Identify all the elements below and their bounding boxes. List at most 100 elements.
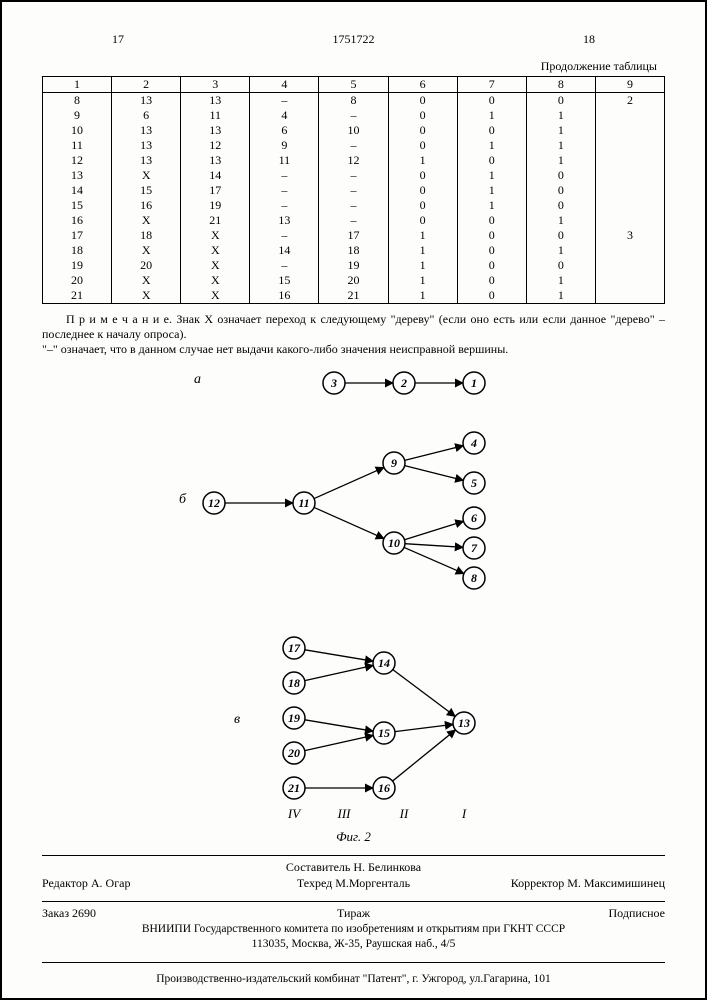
table-cell: 21: [43, 288, 112, 304]
table-header-cell: 8: [526, 77, 595, 93]
page-frame: 17 1751722 18 Продолжение таблицы 123456…: [0, 0, 707, 1000]
table-row: 20XX1520101: [43, 273, 665, 288]
table-cell: 0: [457, 243, 526, 258]
table-cell: 17: [319, 228, 388, 243]
table-cell: –: [250, 198, 319, 213]
diagram-group-label: в: [234, 712, 240, 727]
table-cell: 19: [43, 258, 112, 273]
diagram-edge: [394, 724, 452, 731]
table-cell: 0: [388, 168, 457, 183]
table-cell: 0: [388, 183, 457, 198]
note-line-2: "–" означает, что в данном случае нет вы…: [42, 342, 665, 357]
page-header: 17 1751722 18: [42, 32, 665, 53]
table-cell: 20: [112, 258, 181, 273]
table-cell: 11: [181, 108, 250, 123]
table-row: 96114–011: [43, 108, 665, 123]
zakaz: Заказ 2690: [42, 906, 250, 921]
diagram-node-label: 9: [391, 456, 397, 470]
table-header-row: 123456789: [43, 77, 665, 93]
table-cell: 1: [526, 288, 595, 304]
table-cell: 19: [181, 198, 250, 213]
table-row: 141517––010: [43, 183, 665, 198]
note-line-1: П р и м е ч а н и е. Знак X означает пер…: [42, 312, 665, 341]
table-cell: 11: [43, 138, 112, 153]
table-cell: [595, 153, 664, 168]
table-cell: 14: [43, 183, 112, 198]
table-cell: X: [112, 213, 181, 228]
table-cell: 10: [43, 123, 112, 138]
table-cell: 1: [526, 108, 595, 123]
page-content: 17 1751722 18 Продолжение таблицы 123456…: [42, 32, 665, 968]
table-cell: 0: [388, 213, 457, 228]
figure-caption: Фиг. 2: [42, 829, 665, 845]
publisher-line: Производственно-издательский комбинат "П…: [42, 973, 665, 985]
table-row: 21XX1621101: [43, 288, 665, 304]
diagram-node-label: 19: [288, 711, 300, 725]
sostavitel: Составитель Н. Белинкова: [250, 860, 458, 875]
table-cell: 1: [388, 273, 457, 288]
table-cell: 0: [388, 138, 457, 153]
table-cell: [595, 108, 664, 123]
table-cell: X: [181, 243, 250, 258]
table-cell: X: [112, 168, 181, 183]
table-header-cell: 9: [595, 77, 664, 93]
table-cell: 0: [388, 108, 457, 123]
table-cell: [595, 168, 664, 183]
diagram-edge: [404, 466, 463, 481]
table-cell: 6: [112, 108, 181, 123]
separator-3: [42, 962, 665, 963]
diagram-node-label: 8: [471, 571, 477, 585]
table-cell: 20: [319, 273, 388, 288]
data-table: 123456789 81313–8000296114–0111013136100…: [42, 76, 665, 304]
table-row: 1718X–171003: [43, 228, 665, 243]
table-cell: 1: [457, 168, 526, 183]
table-cell: 8: [43, 93, 112, 109]
table-cell: 0: [457, 213, 526, 228]
diagram-node-label: 12: [208, 496, 220, 510]
diagram-node-label: 13: [458, 716, 470, 730]
table-row: 1113129–011: [43, 138, 665, 153]
table-header-cell: 1: [43, 77, 112, 93]
table-cell: 0: [526, 93, 595, 109]
page-num-left: 17: [112, 32, 124, 47]
table-continuation-label: Продолжение таблицы: [42, 59, 665, 74]
table-cell: X: [112, 243, 181, 258]
table-row: 1920X–19100: [43, 258, 665, 273]
vniipi-line-2: 113035, Москва, Ж-35, Раушская наб., 4/5: [42, 937, 665, 952]
table-cell: 13: [181, 93, 250, 109]
table-cell: 9: [250, 138, 319, 153]
diagram-node-label: 7: [471, 541, 478, 555]
diagram-node-label: 3: [330, 376, 337, 390]
table-cell: –: [319, 198, 388, 213]
credits-block: Составитель Н. Белинкова Редактор А. Ога…: [42, 860, 665, 891]
table-cell: 17: [43, 228, 112, 243]
table-cell: 16: [43, 213, 112, 228]
table-cell: 12: [43, 153, 112, 168]
table-cell: 0: [457, 288, 526, 304]
table-header-cell: 3: [181, 77, 250, 93]
diagram-node-label: 6: [471, 511, 477, 525]
vniipi-line-1: ВНИИПИ Государственного комитета по изоб…: [42, 922, 665, 937]
table-cell: 0: [388, 123, 457, 138]
table-cell: 18: [43, 243, 112, 258]
diagram-edge: [404, 446, 463, 461]
table-header-cell: 7: [457, 77, 526, 93]
separator-2: [42, 901, 665, 902]
table-cell: 16: [250, 288, 319, 304]
table-cell: 16: [112, 198, 181, 213]
table-header-cell: 6: [388, 77, 457, 93]
diagram-node-label: 4: [470, 436, 477, 450]
table-header-cell: 5: [319, 77, 388, 93]
diagram-roman-label: IV: [286, 806, 301, 821]
diagram-roman-label: I: [460, 806, 466, 821]
table-cell: –: [319, 213, 388, 228]
table-cell: 1: [457, 198, 526, 213]
table-cell: 0: [457, 273, 526, 288]
diagram-node-label: 1: [471, 376, 477, 390]
diagram-group-label: а: [194, 372, 201, 387]
korrektor: Корректор М. Максимишинец: [457, 876, 665, 891]
table-cell: 15: [250, 273, 319, 288]
diagram-node-label: 2: [400, 376, 407, 390]
diagram-edge: [392, 670, 454, 717]
table-cell: –: [319, 108, 388, 123]
